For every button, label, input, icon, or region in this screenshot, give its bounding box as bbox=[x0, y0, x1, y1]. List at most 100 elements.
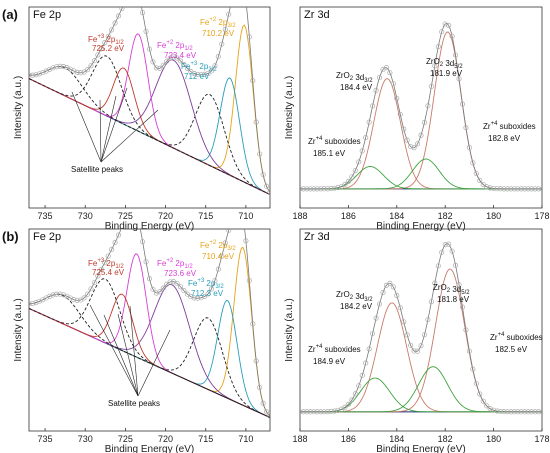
panel-2: Zr 3d Intensity (a.u.) 188 186 184 182 180 178 B… bbox=[284, 6, 550, 232]
annotation-sup: +3 bbox=[97, 258, 105, 264]
raw-data-point bbox=[91, 280, 97, 286]
raw-data-point bbox=[177, 58, 184, 64]
raw-data-point bbox=[345, 178, 351, 184]
panel-title: Fe 2p bbox=[33, 231, 61, 243]
raw-data-point bbox=[140, 239, 146, 245]
raw-data-point bbox=[370, 103, 376, 109]
raw-data-point bbox=[370, 331, 376, 337]
raw-data-point bbox=[143, 259, 149, 265]
raw-data-point bbox=[473, 170, 479, 177]
raw-data-point bbox=[84, 291, 91, 297]
panel-1: (a) Fe 2p Intensity (a.u.) 735 730 725 720 715 7… bbox=[2, 6, 271, 232]
panel-title: Fe 2p bbox=[33, 9, 61, 21]
raw-data-point bbox=[109, 27, 115, 33]
x-tick-label: 184 bbox=[389, 211, 404, 221]
raw-data-point bbox=[525, 409, 531, 415]
y-axis-label: Intensity (a.u.) bbox=[284, 298, 295, 361]
annotation-rest: 3d bbox=[353, 292, 364, 301]
panel-4: Zr 3d Intensity (a.u.) 188 186 184 182 180 178 B… bbox=[284, 228, 550, 453]
raw-data-point bbox=[359, 372, 365, 379]
raw-data-point bbox=[36, 71, 42, 77]
raw-data-point bbox=[81, 69, 87, 75]
x-tick-label: 178 bbox=[534, 434, 549, 444]
raw-data-point bbox=[307, 186, 313, 192]
fit-peak-4 bbox=[29, 59, 270, 195]
raw-data-point bbox=[453, 52, 459, 58]
raw-data-point bbox=[311, 409, 317, 415]
annotation-value: 712 eV bbox=[184, 72, 210, 81]
raw-data-point bbox=[112, 20, 118, 26]
fit-peak-8 bbox=[29, 66, 270, 195]
raw-data-point bbox=[363, 360, 369, 366]
plot-frame bbox=[28, 228, 271, 432]
raw-data-point bbox=[487, 185, 493, 191]
annotation-rest: 2p bbox=[104, 259, 116, 268]
raw-data-point bbox=[188, 294, 194, 300]
raw-data-point bbox=[71, 297, 77, 303]
raw-data-point bbox=[442, 242, 448, 248]
x-tick-label: 720 bbox=[158, 434, 173, 444]
panel-title: Zr 3d bbox=[304, 231, 330, 243]
raw-data-point bbox=[50, 65, 56, 71]
raw-data-point bbox=[314, 409, 320, 415]
raw-data-point bbox=[373, 315, 379, 321]
raw-data-point bbox=[363, 134, 369, 141]
annotation-value: 723.6 eV bbox=[164, 269, 197, 278]
raw-data-point bbox=[257, 151, 263, 157]
raw-data-point bbox=[157, 289, 163, 295]
plot-area bbox=[29, 7, 270, 195]
peak-annotation: Fe+3 2p1/2 bbox=[88, 258, 124, 270]
raw-data-point bbox=[325, 186, 331, 192]
raw-data-point bbox=[466, 145, 472, 151]
raw-data-point bbox=[174, 280, 180, 287]
raw-data-point bbox=[352, 391, 358, 397]
peak-annotation: Fe+2 2p3/2 bbox=[200, 17, 236, 29]
raw-data-point bbox=[246, 34, 252, 40]
raw-data-point bbox=[345, 401, 351, 407]
annotation-sup: +2 bbox=[166, 40, 174, 46]
annotation-rest: 2p bbox=[173, 41, 185, 50]
fit-peak-1 bbox=[29, 246, 270, 417]
annotation-sup: +4 bbox=[316, 344, 324, 350]
raw-data-point bbox=[394, 293, 400, 299]
raw-data-point bbox=[435, 44, 441, 50]
raw-data-point bbox=[233, 205, 237, 209]
annotation-text: ZrO bbox=[433, 283, 447, 292]
x-tick-label: 710 bbox=[238, 211, 253, 221]
raw-data-point bbox=[47, 66, 53, 72]
satellite-arrow bbox=[129, 305, 139, 397]
x-axis-label: Binding Energy (eV) bbox=[105, 221, 195, 232]
annotation-text: Zr bbox=[308, 137, 316, 146]
raw-data-point bbox=[226, 11, 232, 17]
raw-data-point bbox=[181, 62, 187, 68]
raw-data-point bbox=[140, 10, 146, 16]
raw-data-point bbox=[157, 65, 163, 71]
peak-annotation: ZrO2 3d3/2 bbox=[336, 71, 373, 84]
raw-data-point bbox=[525, 186, 531, 192]
raw-data-point bbox=[376, 75, 383, 81]
raw-data-point bbox=[522, 409, 528, 415]
raw-data-point bbox=[143, 28, 149, 34]
fit-peak-3 bbox=[300, 366, 542, 413]
raw-data-point bbox=[366, 346, 372, 352]
raw-data-point bbox=[387, 70, 393, 76]
raw-data-point bbox=[432, 63, 438, 69]
raw-data-point bbox=[501, 186, 507, 192]
peak-annotation: ZrO2 3d5/2 bbox=[433, 283, 470, 296]
raw-data-point bbox=[29, 72, 32, 78]
fit-peak-6 bbox=[29, 67, 270, 195]
raw-data-point bbox=[418, 132, 424, 138]
x-tick-label: 182 bbox=[438, 211, 453, 221]
raw-data-point bbox=[328, 186, 334, 192]
peak-annotation: Fe+3 2p1/2 bbox=[88, 34, 124, 46]
raw-data-point bbox=[421, 119, 428, 125]
raw-data-point bbox=[508, 186, 514, 192]
raw-data-point bbox=[205, 291, 211, 297]
annotation-sub: 1/2 bbox=[115, 40, 124, 46]
annotation-rest: 2p bbox=[197, 62, 209, 71]
raw-data-point bbox=[215, 54, 221, 60]
raw-data-point bbox=[373, 87, 379, 93]
raw-data-point bbox=[342, 181, 348, 188]
raw-data-point bbox=[446, 241, 452, 247]
